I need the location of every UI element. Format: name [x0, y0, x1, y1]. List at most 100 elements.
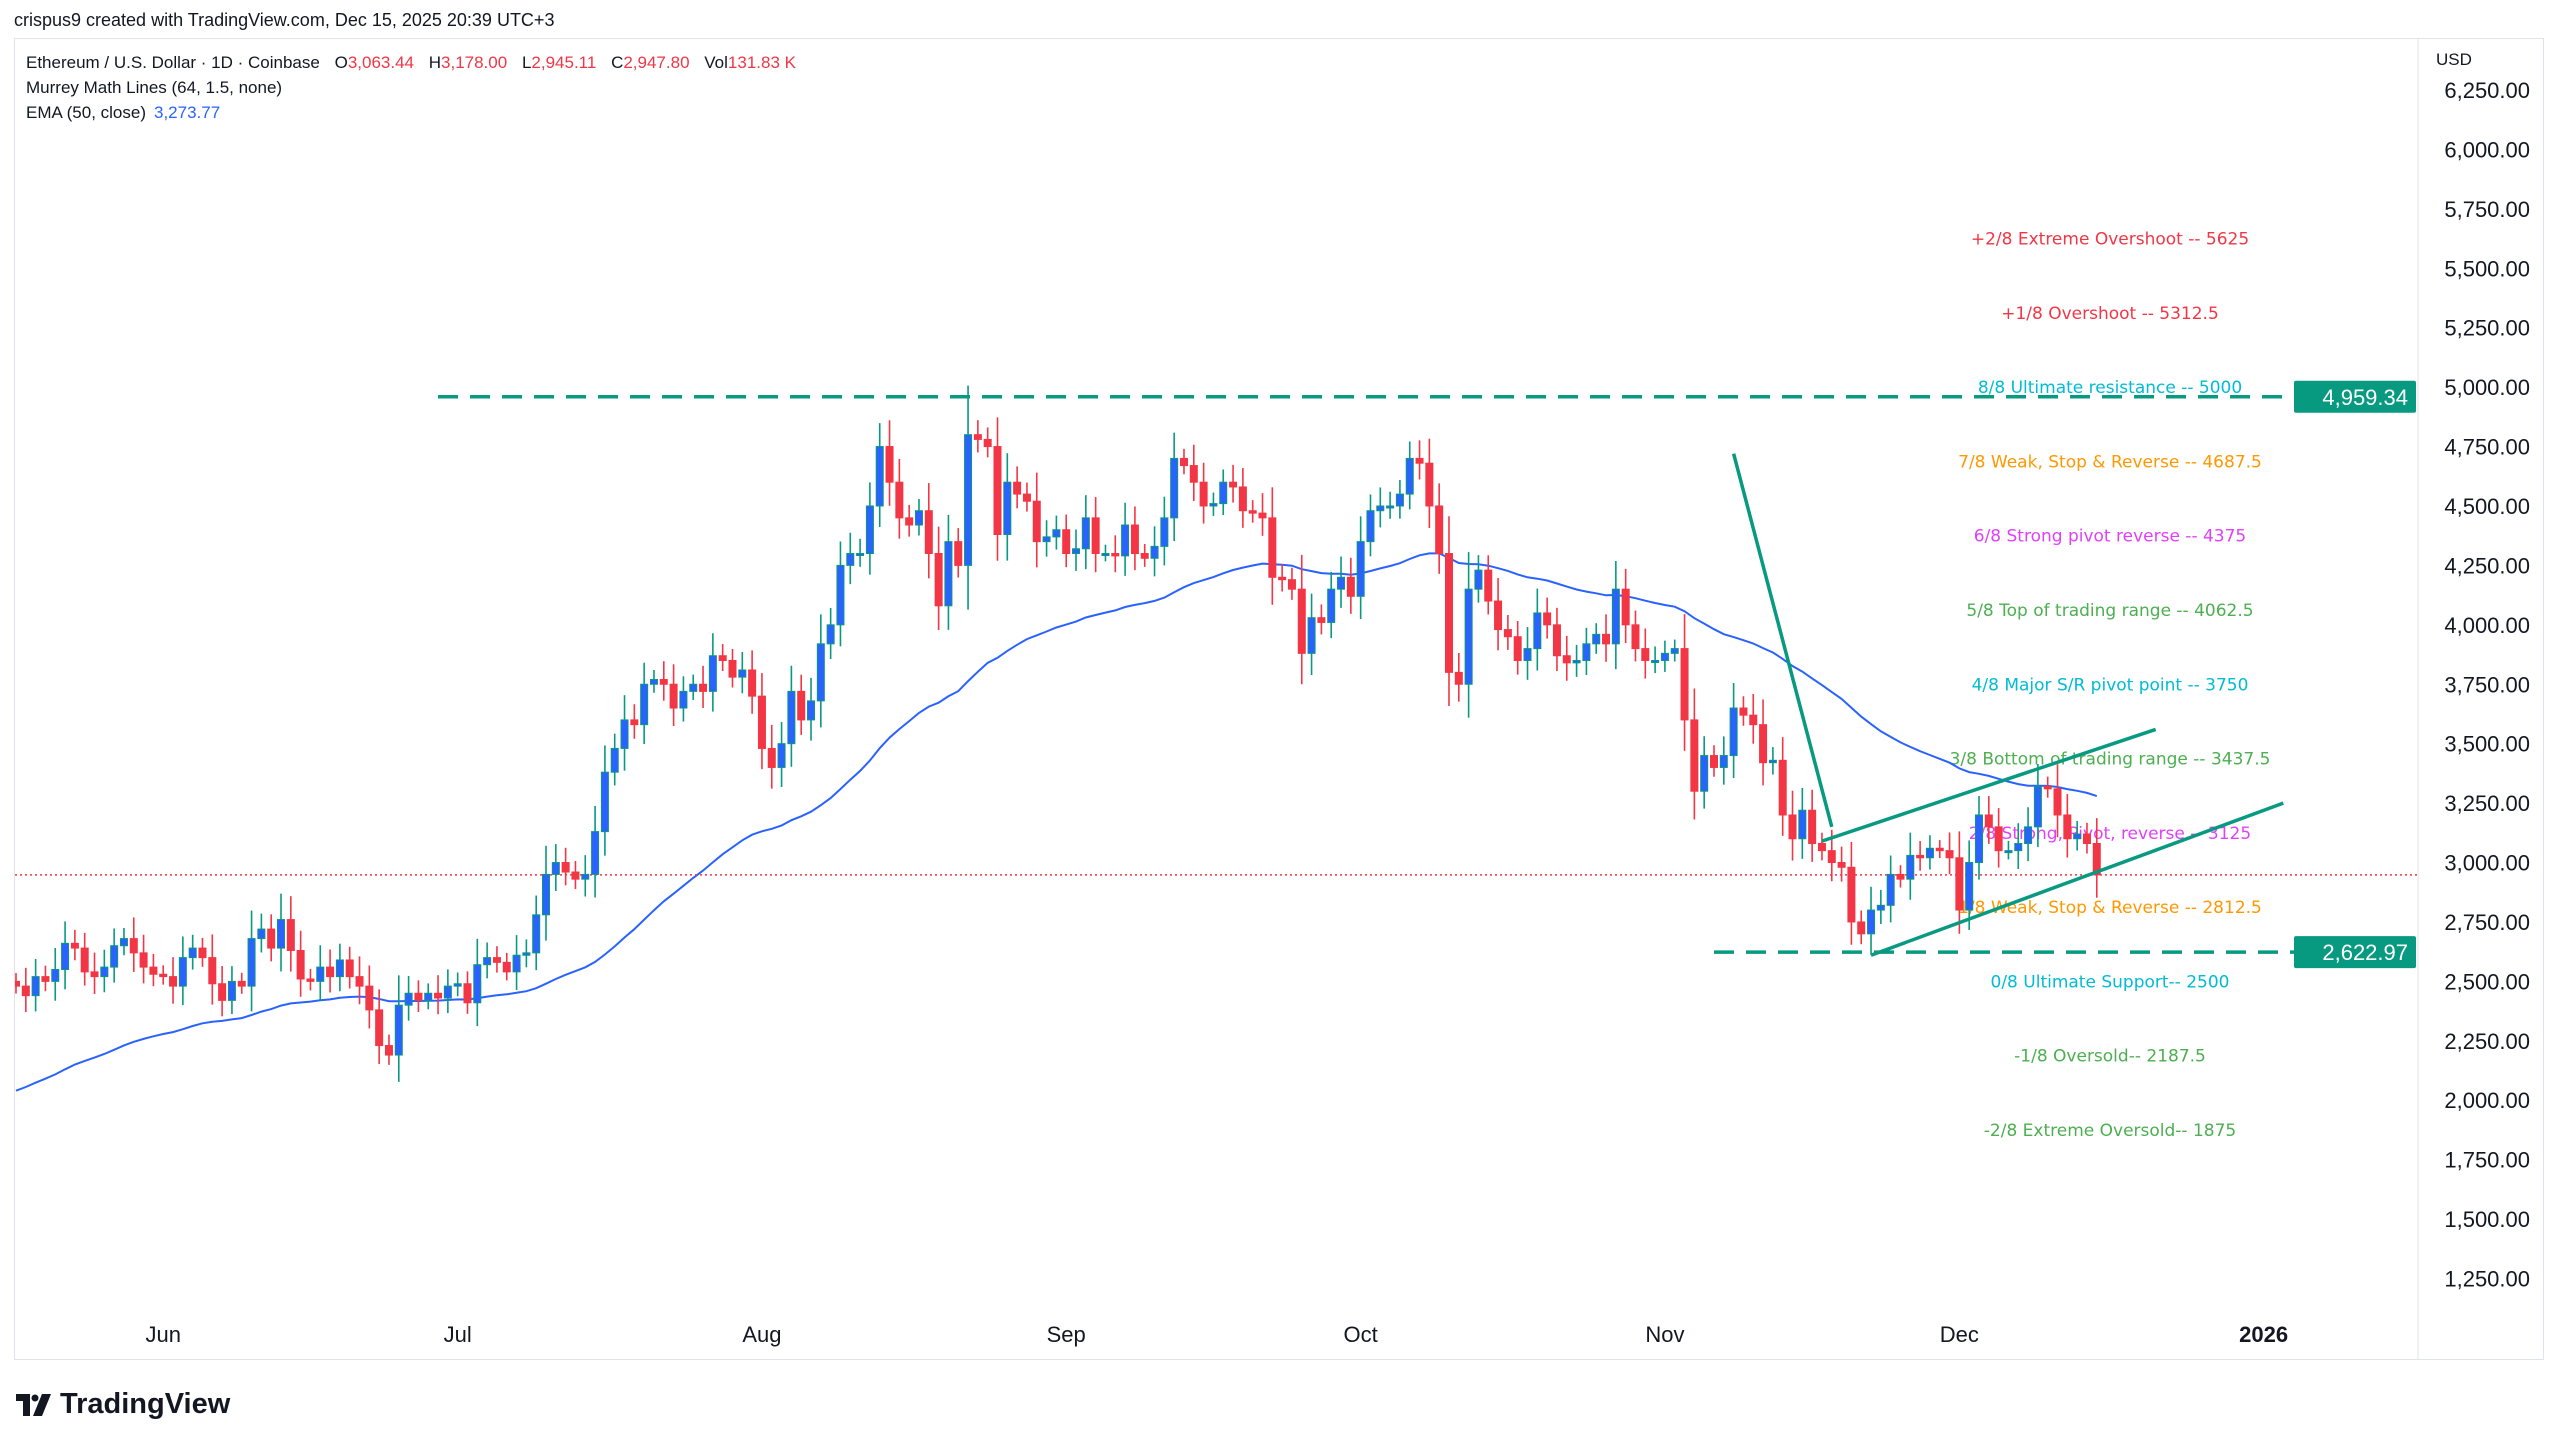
- bullish-candle: [1572, 644, 1581, 677]
- bearish-candle: [748, 650, 757, 714]
- candle-body: [355, 976, 364, 987]
- x-tick-label: Aug: [742, 1322, 781, 1347]
- bearish-candle: [924, 483, 933, 579]
- bullish-candle: [1170, 432, 1179, 542]
- candle-body: [1415, 457, 1424, 464]
- candle-body: [1739, 707, 1748, 716]
- candle-body: [2092, 843, 2101, 876]
- candle-body: [522, 952, 531, 956]
- candle-body: [1847, 866, 1856, 923]
- bullish-candle: [620, 695, 629, 771]
- bearish-candle: [1435, 483, 1444, 574]
- open-value: 3,063.44: [347, 53, 414, 72]
- bearish-candle: [2043, 776, 2052, 798]
- candle-body: [375, 1009, 384, 1047]
- candle-body: [1788, 814, 1797, 840]
- candle-body: [1523, 648, 1532, 661]
- bearish-candle: [2092, 818, 2101, 898]
- ema-indicator-legend[interactable]: EMA (50, close) 3,273.77: [26, 100, 796, 125]
- candle-body: [394, 1004, 403, 1056]
- candle-body: [581, 873, 590, 880]
- symbol-legend-row[interactable]: Ethereum / U.S. Dollar · 1D · Coinbase O…: [26, 50, 796, 75]
- bullish-candle: [2024, 807, 2033, 862]
- candle-body: [1827, 850, 1836, 864]
- candle-body: [1925, 847, 1934, 859]
- candle-body: [1130, 524, 1139, 555]
- bullish-candle: [1533, 588, 1542, 671]
- bearish-candle: [296, 930, 305, 997]
- candle-body: [70, 942, 79, 949]
- candle-body: [1327, 588, 1336, 623]
- bullish-candle: [1337, 556, 1346, 608]
- bearish-candle: [797, 674, 806, 735]
- bullish-candle: [1867, 886, 1876, 955]
- murrey-indicator-legend[interactable]: Murrey Math Lines (64, 1.5, none): [26, 78, 283, 97]
- candle-body: [483, 957, 492, 966]
- y-tick-label: 6,250.00: [2444, 78, 2530, 103]
- currency-label[interactable]: USD: [2436, 50, 2472, 69]
- bearish-candle: [1778, 737, 1787, 836]
- bearish-candle: [21, 967, 30, 1013]
- tradingview-logo[interactable]: TradingView: [16, 1388, 230, 1421]
- candle-body: [1680, 648, 1689, 721]
- murrey-level-label: 5/8 Top of trading range -- 4062.5: [1966, 601, 2253, 621]
- candle-body: [1886, 873, 1895, 906]
- candle-body: [277, 919, 286, 949]
- bullish-candle: [1611, 561, 1620, 670]
- bullish-candle: [257, 913, 266, 953]
- volume-value: 131.83 K: [727, 53, 796, 72]
- bullish-candle: [1160, 496, 1169, 566]
- bullish-candle: [1150, 526, 1159, 577]
- candle-body: [620, 719, 629, 749]
- bearish-candle: [571, 860, 580, 890]
- candle-body: [1651, 659, 1660, 663]
- candle-body: [434, 992, 443, 999]
- high-label: H: [428, 53, 442, 72]
- tradingview-logo-icon: [16, 1393, 51, 1416]
- bearish-candle: [728, 648, 737, 688]
- bearish-candle: [973, 420, 982, 453]
- bullish-candle: [1886, 855, 1895, 923]
- bearish-candle: [1111, 535, 1120, 573]
- volume-label: Vol: [704, 53, 728, 72]
- bullish-candle: [964, 385, 973, 610]
- trendline: [1731, 453, 1834, 828]
- bullish-candle: [777, 722, 786, 787]
- candle-body: [1719, 755, 1728, 768]
- bearish-candle: [365, 965, 374, 1029]
- bullish-candle: [1307, 593, 1316, 676]
- candle-body: [689, 683, 698, 692]
- price-label-box: [2294, 936, 2416, 969]
- candle-body: [532, 914, 541, 954]
- candle-body: [1013, 481, 1022, 495]
- bullish-candle: [453, 972, 462, 997]
- y-tick-label: 2,000.00: [2444, 1088, 2530, 1113]
- candle-body: [169, 976, 178, 987]
- bullish-candle: [914, 499, 923, 536]
- bearish-candle: [1602, 614, 1611, 662]
- bearish-candle: [669, 664, 678, 726]
- candle-body: [139, 952, 148, 968]
- candle-body: [659, 678, 668, 685]
- candle-body: [1543, 612, 1552, 626]
- bearish-candle: [1238, 467, 1247, 528]
- candle-body: [1248, 510, 1257, 514]
- candle-body: [1690, 719, 1699, 792]
- candle-body: [1150, 545, 1159, 559]
- bearish-candle: [1759, 699, 1768, 786]
- candle-body: [591, 831, 600, 875]
- candle-body: [1876, 904, 1885, 911]
- murrey-level-label: 8/8 Ultimate resistance -- 5000: [1978, 378, 2242, 398]
- candle-body: [443, 985, 452, 999]
- candle-body: [1513, 636, 1522, 661]
- candle-body: [286, 919, 295, 951]
- candle-body: [1768, 759, 1777, 764]
- x-tick-label: Jul: [444, 1322, 472, 1347]
- candle-body: [2053, 788, 2062, 816]
- candle-body: [1984, 814, 1993, 828]
- x-tick-label: Nov: [1645, 1322, 1684, 1347]
- bullish-candle: [944, 514, 953, 630]
- bullish-candle: [277, 893, 286, 972]
- murrey-level-label: +2/8 Extreme Overshoot -- 5625: [1971, 230, 2249, 250]
